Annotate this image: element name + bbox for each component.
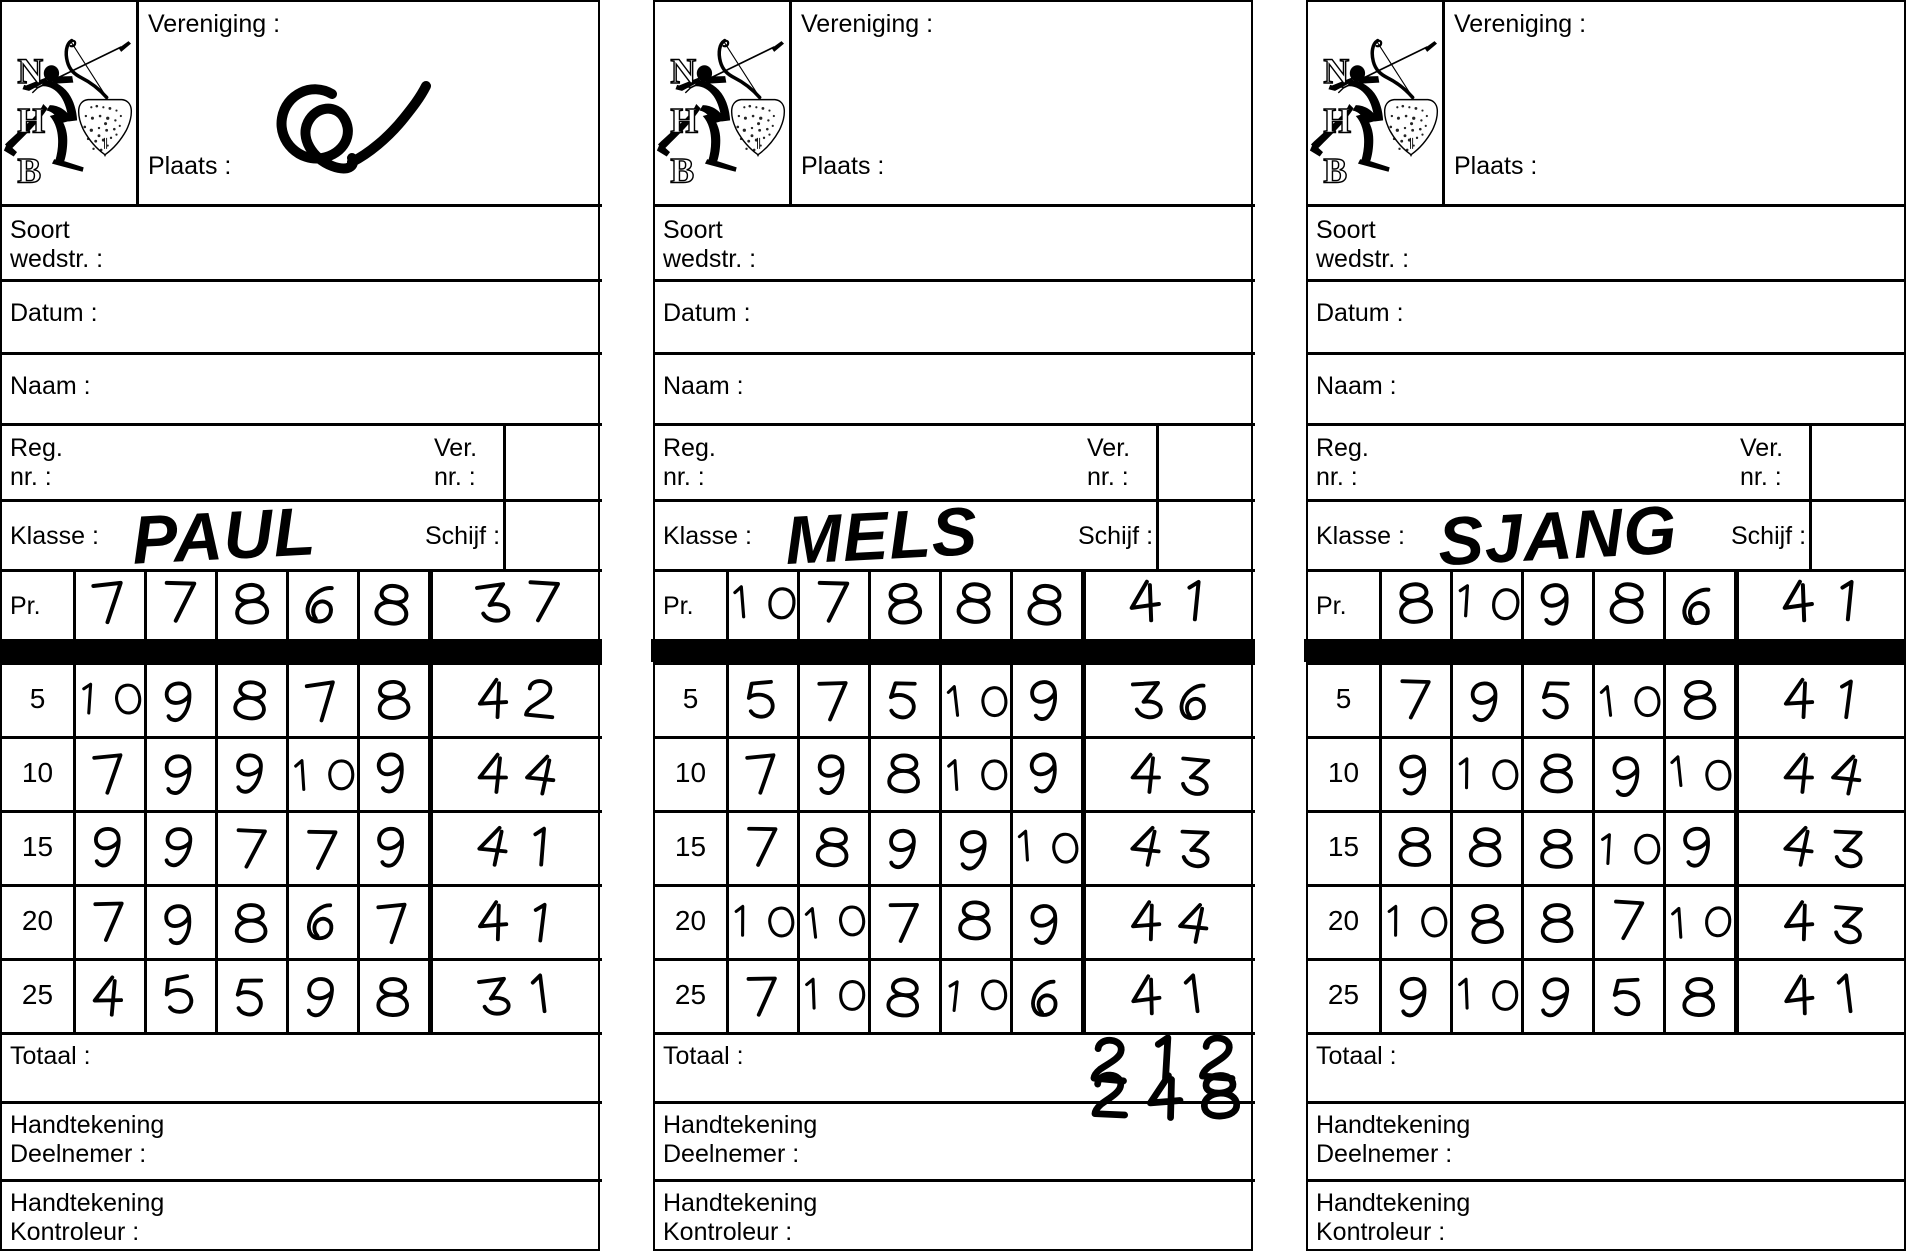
- svg-text:N: N: [17, 51, 43, 91]
- svg-text:B: B: [17, 151, 41, 191]
- svg-text:N: N: [1323, 51, 1349, 91]
- svg-text:H: H: [17, 101, 45, 141]
- svg-text:B: B: [1323, 151, 1347, 191]
- svg-text:B: B: [670, 151, 694, 191]
- svg-text:H: H: [670, 101, 698, 141]
- svg-text:H: H: [1323, 101, 1351, 141]
- svg-text:N: N: [670, 51, 696, 91]
